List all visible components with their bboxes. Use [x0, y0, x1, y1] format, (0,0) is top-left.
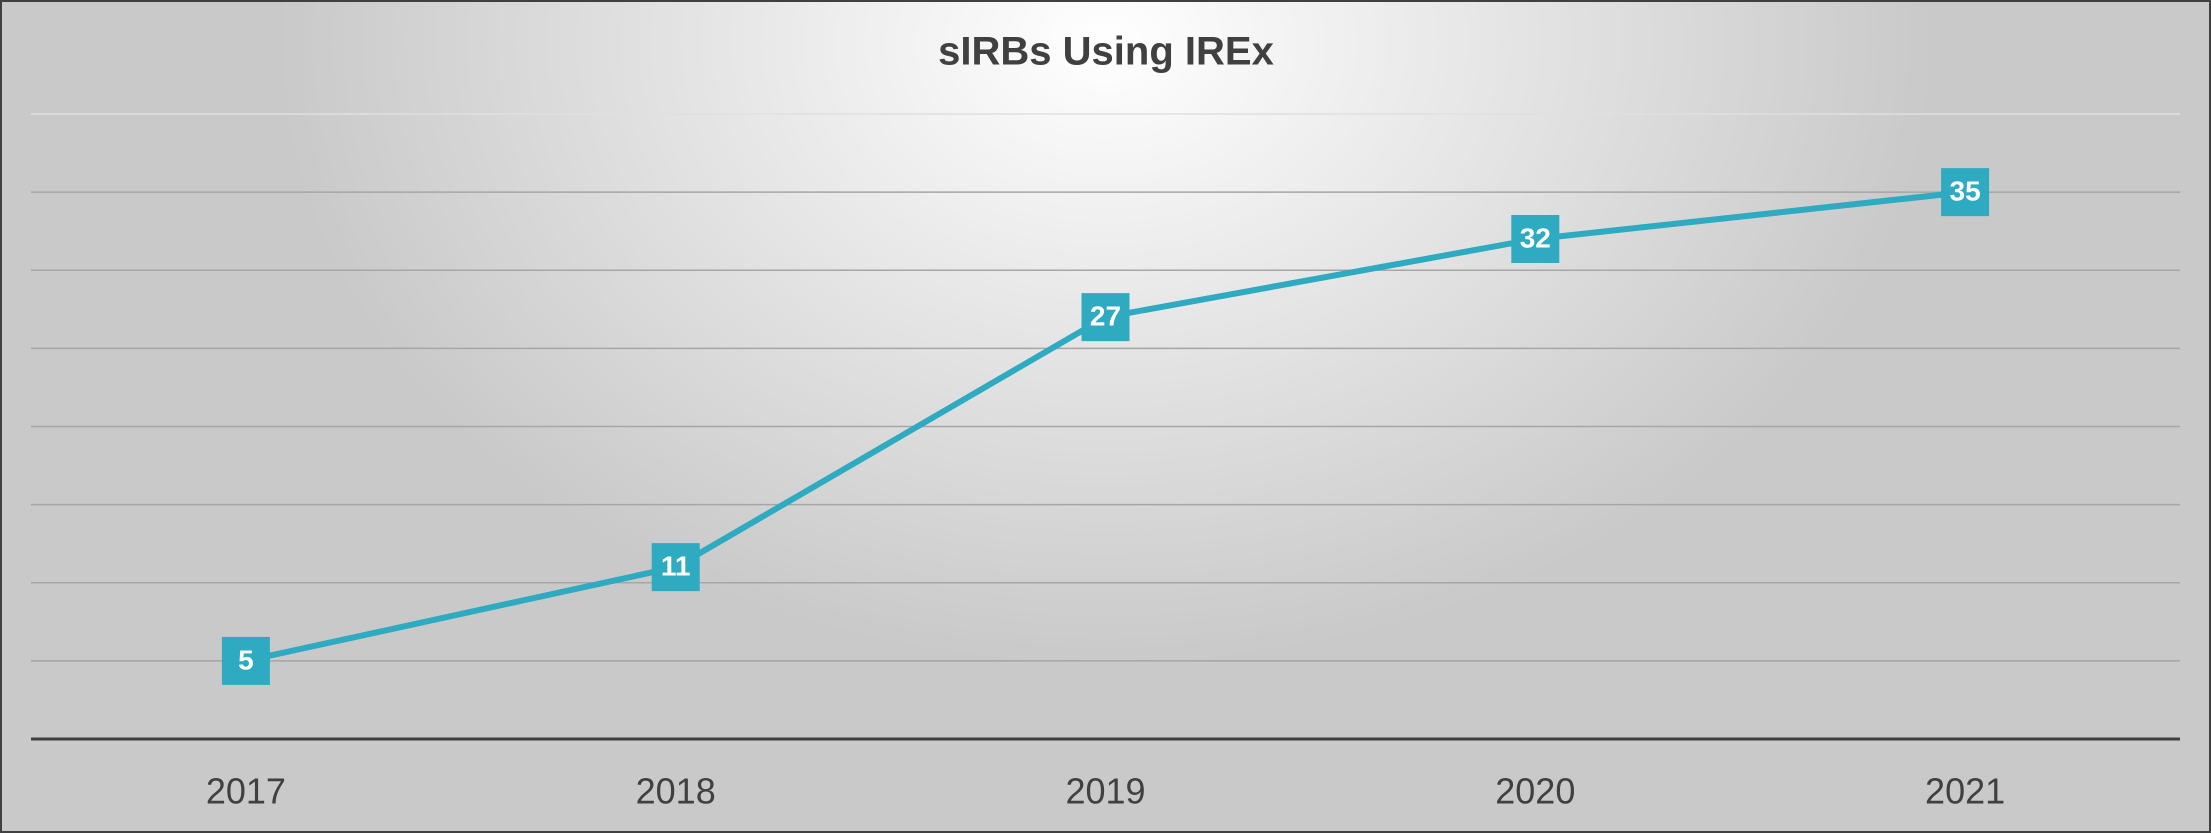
data-label: 32 — [1520, 222, 1551, 253]
data-marker — [1081, 293, 1130, 342]
chart-title: sIRBs Using IREx — [938, 30, 1274, 74]
data-marker — [651, 543, 700, 592]
x-tick-label: 2017 — [206, 771, 286, 812]
data-marker — [221, 636, 270, 685]
data-label: 5 — [238, 644, 254, 675]
x-tick-label: 2018 — [636, 771, 716, 812]
x-tick-label: 2019 — [1065, 771, 1145, 812]
data-marker — [1941, 168, 1990, 217]
x-tick-label: 2020 — [1495, 771, 1575, 812]
data-label: 27 — [1090, 301, 1121, 332]
data-label: 35 — [1950, 176, 1981, 207]
data-label: 11 — [661, 551, 691, 582]
data-marker — [1511, 215, 1560, 263]
x-tick-label: 2021 — [1925, 771, 2005, 812]
